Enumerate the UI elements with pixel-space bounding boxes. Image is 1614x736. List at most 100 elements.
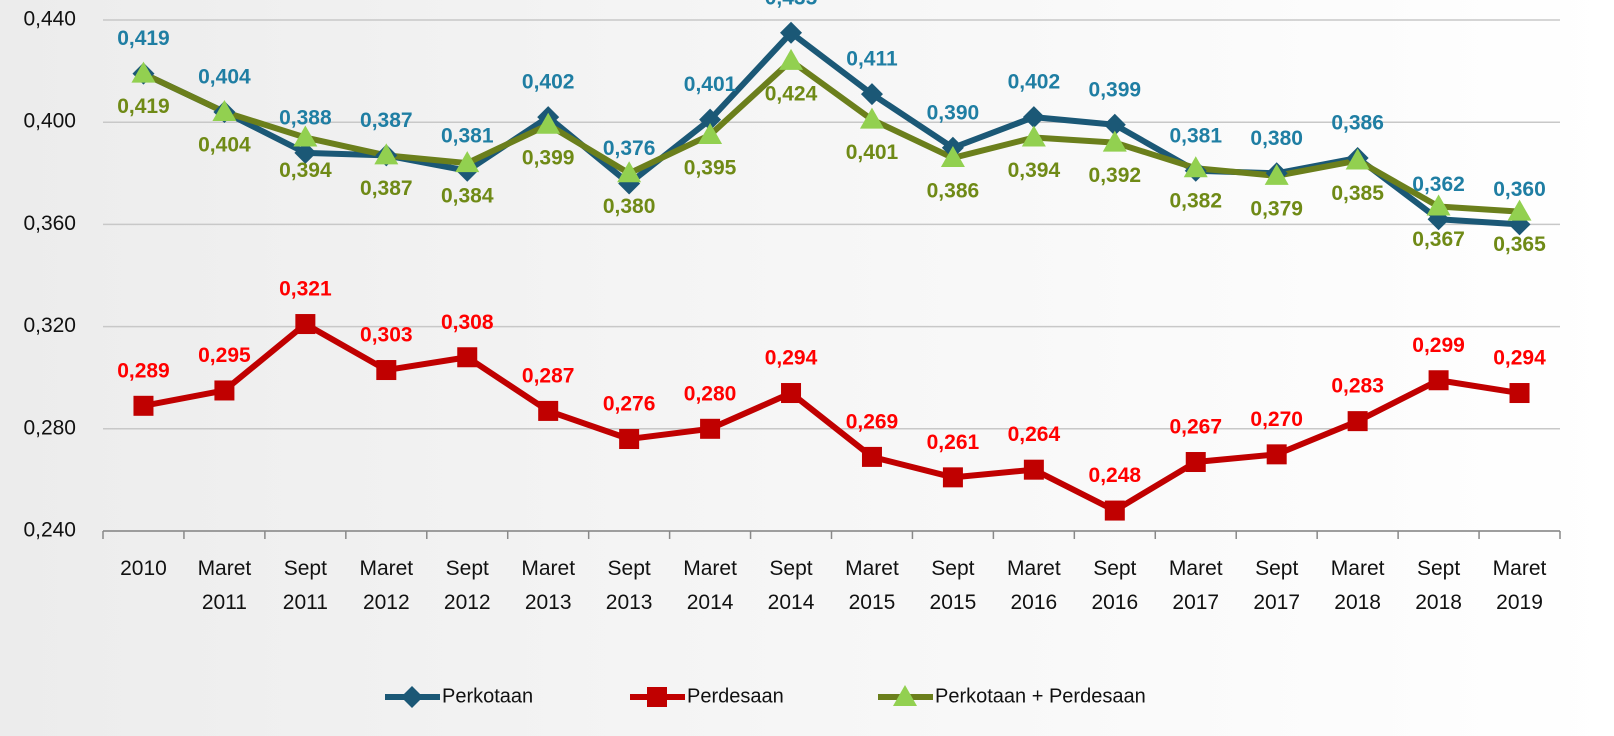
data-point: [1510, 383, 1530, 403]
x-tick-label: Maret 2014: [670, 552, 750, 620]
x-tick-label: Sept 2011: [265, 552, 345, 620]
data-label: 0,289: [117, 359, 170, 382]
y-tick-label: 0,440: [23, 8, 76, 31]
series-line: [143, 324, 1519, 511]
data-label: 0,379: [1250, 197, 1303, 220]
data-label: 0,424: [765, 82, 818, 105]
data-label: 0,401: [684, 73, 737, 96]
data-label: 0,384: [441, 185, 494, 208]
x-tick-label: Maret 2016: [994, 552, 1074, 620]
data-label: 0,387: [360, 109, 413, 132]
data-point: [1186, 452, 1206, 472]
data-label: 0,376: [603, 137, 656, 160]
data-point: [700, 419, 720, 439]
data-label: 0,394: [279, 159, 332, 182]
data-label: 0,395: [684, 157, 737, 180]
data-point: [619, 429, 639, 449]
data-label: 0,385: [1331, 182, 1384, 205]
series-line: [143, 33, 1519, 225]
data-point: [862, 447, 882, 467]
data-label: 0,303: [360, 324, 413, 347]
y-tick-label: 0,240: [23, 519, 76, 542]
data-point: [133, 396, 153, 416]
y-tick-label: 0,280: [23, 416, 76, 439]
data-label: 0,270: [1250, 408, 1303, 431]
data-point: [943, 467, 963, 487]
y-tick-label: 0,360: [23, 212, 76, 235]
x-tick-label: Sept 2014: [751, 552, 831, 620]
data-label: 0,380: [1250, 127, 1303, 150]
data-label: 0,401: [846, 141, 899, 164]
data-label: 0,380: [603, 195, 656, 218]
x-tick-label: Maret 2011: [184, 552, 264, 620]
data-point: [1023, 106, 1045, 128]
data-label: 0,399: [1089, 78, 1142, 101]
data-label: 0,402: [522, 71, 575, 94]
data-label: 0,308: [441, 311, 494, 334]
data-label: 0,269: [846, 410, 899, 433]
data-label: 0,382: [1169, 190, 1222, 213]
data-point: [779, 49, 803, 70]
data-label: 0,295: [198, 344, 251, 367]
data-label: 0,287: [522, 364, 575, 387]
series-line: [143, 61, 1519, 212]
data-label: 0,280: [684, 382, 737, 405]
x-tick-label: Sept 2012: [427, 552, 507, 620]
x-tick-label: Sept 2018: [1399, 552, 1479, 620]
data-label: 0,365: [1493, 233, 1546, 256]
data-label: 0,381: [1169, 124, 1222, 147]
data-point: [538, 401, 558, 421]
data-point: [376, 360, 396, 380]
data-point: [781, 383, 801, 403]
data-label: 0,392: [1089, 164, 1142, 187]
x-tick-label: Maret 2017: [1156, 552, 1236, 620]
data-point: [1024, 460, 1044, 480]
y-tick-label: 0,400: [23, 110, 76, 133]
legend-label: Perkotaan + Perdesaan: [935, 685, 1146, 707]
y-tick-label: 0,320: [23, 314, 76, 337]
data-label: 0,276: [603, 393, 656, 416]
data-label: 0,394: [1008, 159, 1061, 182]
data-label: 0,419: [117, 95, 170, 118]
data-point: [1267, 444, 1287, 464]
data-label: 0,367: [1412, 228, 1465, 251]
data-label: 0,402: [1008, 71, 1061, 94]
data-point: [1105, 501, 1125, 521]
data-label: 0,419: [117, 27, 170, 50]
data-label: 0,360: [1493, 178, 1546, 201]
data-label: 0,381: [441, 124, 494, 147]
data-label: 0,248: [1089, 464, 1142, 487]
data-point: [1429, 370, 1449, 390]
legend-marker: [401, 686, 423, 708]
x-tick-label: 2010: [103, 552, 183, 586]
legend-label: Perdesaan: [687, 685, 784, 707]
data-label: 0,283: [1331, 375, 1384, 398]
data-label: 0,386: [927, 180, 980, 203]
x-tick-label: Sept 2017: [1237, 552, 1317, 620]
data-label: 0,404: [198, 66, 251, 89]
data-point: [457, 347, 477, 367]
x-tick-label: Maret 2018: [1318, 552, 1398, 620]
x-tick-label: Sept 2016: [1075, 552, 1155, 620]
data-label: 0,390: [927, 101, 980, 124]
x-tick-label: Sept 2015: [913, 552, 993, 620]
data-label: 0,362: [1412, 173, 1465, 196]
page: 0,240 0,280 0,320 0,360 0,400 0,440 0,419 0,404…: [0, 0, 1614, 736]
legend-label: Perkotaan: [442, 685, 533, 707]
data-label: 0,435: [765, 0, 818, 9]
x-tick-label: Maret 2019: [1480, 552, 1560, 620]
data-point: [1348, 411, 1368, 431]
x-tick-label: Maret 2015: [832, 552, 912, 620]
data-label: 0,261: [927, 431, 980, 454]
data-label: 0,264: [1008, 423, 1061, 446]
data-label: 0,321: [279, 278, 332, 301]
data-label: 0,387: [360, 177, 413, 200]
x-tick-label: Maret 2013: [508, 552, 588, 620]
data-label: 0,411: [846, 48, 898, 71]
data-label: 0,294: [1493, 347, 1546, 370]
chart: 0,240 0,280 0,320 0,360 0,400 0,440 0,419 0,404…: [0, 0, 1614, 736]
data-point: [214, 380, 234, 400]
data-label: 0,299: [1412, 334, 1465, 357]
data-point: [295, 314, 315, 334]
legend-marker: [647, 687, 667, 707]
